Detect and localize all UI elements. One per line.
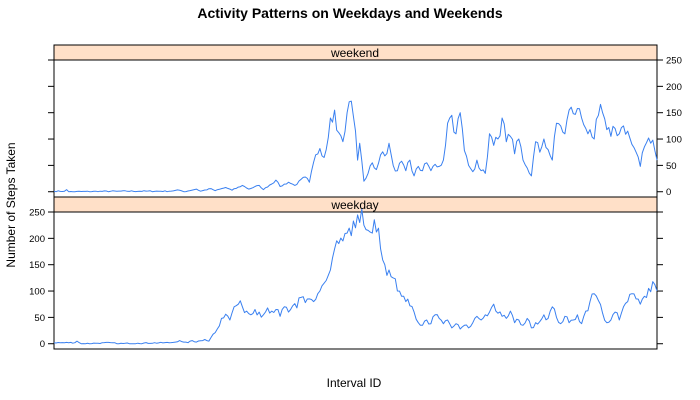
y-tick-label-weekend: 250 [666, 56, 682, 67]
y-tick-label-weekday: 100 [29, 287, 45, 298]
series-line-weekday [53, 208, 658, 345]
y-axis-label: Number of Steps Taken [4, 142, 18, 267]
y-tick-label-weekday: 250 [29, 208, 45, 219]
y-tick-label-weekend: 200 [666, 82, 682, 93]
y-tick-label-weekday: 150 [29, 260, 45, 271]
y-tick-label-weekday: 0 [40, 339, 45, 350]
x-axis-label: Interval ID [327, 376, 382, 390]
y-tick-label-weekend: 150 [666, 108, 682, 119]
panel-frame-weekday [53, 211, 658, 350]
y-tick-label-weekend: 100 [666, 135, 682, 146]
y-tick-label-weekday: 50 [34, 313, 45, 324]
y-axis-weekday: 0 50 100 150 200 250 [29, 208, 663, 350]
series-line-weekend [53, 100, 658, 193]
y-axis-weekend: 0 50 100 150 200 250 [48, 56, 682, 198]
panel-weekday: weekday 0 50 100 150 200 250 [29, 196, 663, 350]
strip-label-weekend: weekend [330, 46, 379, 60]
y-tick-label-weekday: 200 [29, 234, 45, 245]
strip-label-weekday: weekday [330, 198, 378, 212]
panel-weekend: weekend 0 50 100 150 200 250 [48, 44, 682, 198]
y-tick-label-weekend: 0 [666, 187, 671, 198]
chart-title: Activity Patterns on Weekdays and Weeken… [197, 5, 502, 21]
y-tick-label-weekend: 50 [666, 161, 677, 172]
